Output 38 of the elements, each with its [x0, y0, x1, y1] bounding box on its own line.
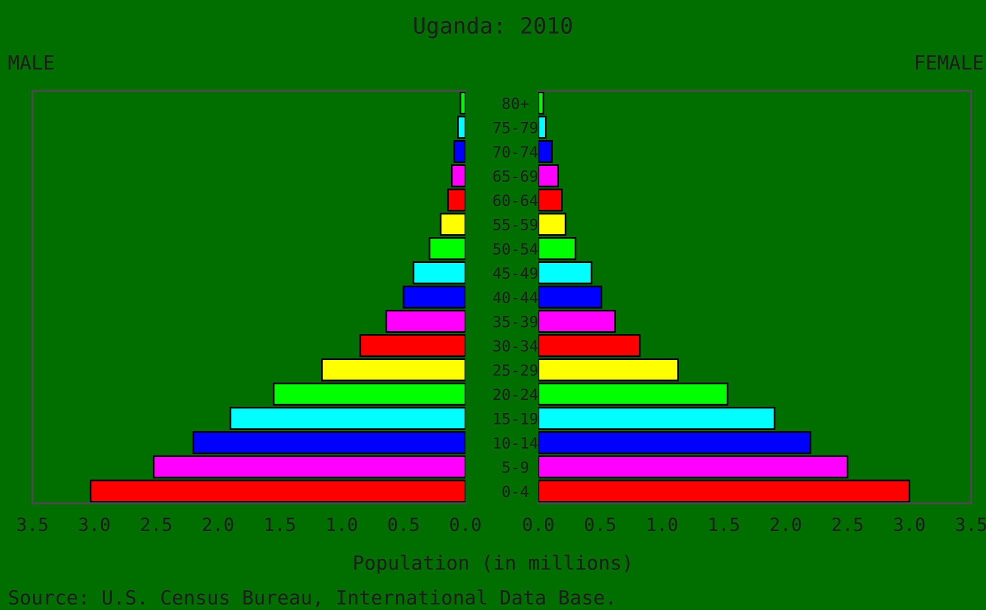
y-tick-label: 30-34 [493, 340, 538, 352]
x-tick-label: 0.0 [523, 518, 554, 532]
x-tick-label: 2.5 [832, 518, 862, 532]
y-tick-label: 10-14 [494, 437, 538, 449]
chart-subtitle: FEMALE [916, 55, 983, 70]
y-tick-label: 65-69 [493, 170, 538, 182]
y-tick-label: 35-39 [493, 316, 538, 328]
y-tick-label: 70-74 [493, 146, 538, 158]
x-axis-title: Population (in millions) [354, 554, 630, 574]
x-tick-label: 3.5 [17, 518, 48, 532]
x-tick-label: 2.5 [141, 518, 172, 532]
y-tick-label: 60-64 [493, 194, 538, 206]
x-tick-label: 3.5 [956, 518, 986, 532]
x-tick-label: 1.0 [328, 518, 357, 532]
y-tick-label: 80+ [502, 98, 529, 110]
y-tick-label: 50-54 [493, 243, 538, 255]
x-tick-label: 2.0 [203, 518, 234, 532]
source-note: Source: U.S. Census Bureau, International Data Base. [9, 590, 612, 608]
x-tick-label: 0.0 [450, 518, 481, 532]
y-tick-label: 75-79 [493, 122, 538, 134]
chart-subtitle: MALE [8, 55, 54, 70]
x-tick-label: 0.5 [388, 518, 418, 532]
y-tick-label: 25-29 [494, 364, 538, 376]
y-tick-label: 40-44 [493, 292, 538, 304]
x-tick-label: 0.5 [585, 518, 616, 532]
y-tick-label: 20-24 [494, 388, 538, 400]
chart-title: Uganda: 2010 [414, 16, 572, 38]
y-tick-label: 45-49 [493, 267, 538, 279]
x-tick-label: 1.0 [648, 518, 678, 532]
x-tick-label: 3.0 [894, 518, 925, 532]
x-tick-label: 2.0 [770, 518, 801, 532]
x-tick-label: 3.0 [79, 518, 110, 532]
y-tick-label: 15-19 [494, 412, 538, 424]
x-tick-label: 1.5 [266, 518, 295, 532]
y-tick-label: 5-9 [502, 461, 528, 473]
y-tick-label: 0-4 [502, 486, 528, 498]
y-tick-label: 55-59 [493, 218, 538, 230]
x-tick-label: 1.5 [710, 518, 739, 532]
